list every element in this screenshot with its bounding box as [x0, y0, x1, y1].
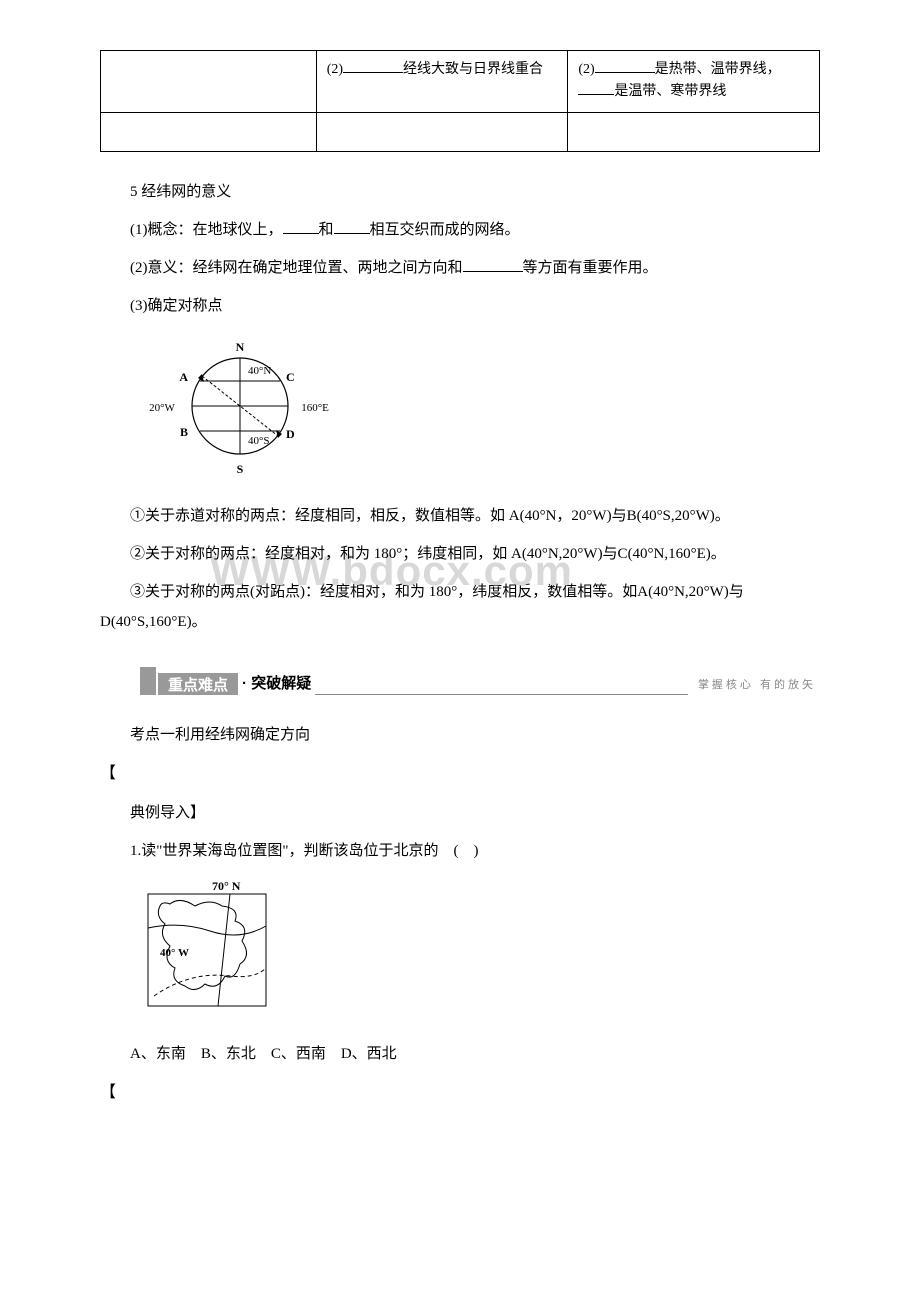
label-a: A: [179, 370, 188, 384]
header-decor: [140, 667, 156, 695]
map-lat: 70° N: [212, 879, 241, 893]
text: 等方面有重要作用。: [523, 260, 658, 276]
question-text: 1.读"世界某海岛位置图"，判断该岛位于北京的 ( ): [100, 836, 820, 866]
label-d: D: [286, 427, 295, 441]
text: 和: [319, 222, 334, 238]
header-dark-label: 重点难点: [158, 673, 238, 695]
options-text: A、东南 B、东北 C、西南 D、西北: [100, 1039, 820, 1069]
lon-w: 20°W: [149, 402, 175, 414]
label-b: B: [180, 425, 188, 439]
bracket-open: 【: [100, 758, 820, 790]
table-cell: (2)是热带、温带界线，是温带、寒带界线: [568, 51, 820, 113]
label-n: N: [236, 340, 245, 354]
paragraph: ①关于赤道对称的两点：经度相同，相反，数值相等。如 A(40°N，20°W)与B…: [100, 501, 820, 531]
header-right-text: 掌握核心 有的放矢: [688, 676, 820, 695]
header-rest-label: · 突破解疑: [238, 672, 317, 695]
table-row: [101, 112, 820, 151]
table-cell: [101, 112, 317, 151]
table-cell: (2)经线大致与日界线重合: [316, 51, 568, 113]
paragraph: (2)意义：经纬网在确定地理位置、两地之间方向和 等方面有重要作用。: [100, 253, 820, 283]
exam-point-title: 考点一利用经纬网确定方向: [100, 720, 820, 750]
table-cell: [101, 51, 317, 113]
paragraph: ③关于对称的两点(对跖点)：经度相对，和为 180°，纬度相反，数值相等。如A(…: [100, 577, 820, 637]
text: (1)概念：在地球仪上，: [130, 222, 283, 238]
section-header: 重点难点 · 突破解疑 掌握核心 有的放矢: [140, 667, 820, 695]
island-map: 70° N 40° W: [140, 876, 820, 1021]
label-c: C: [286, 370, 295, 384]
example-label: 典例导入】: [100, 798, 820, 828]
text: 相互交织而成的网络。: [370, 222, 520, 238]
paragraph: (3)确定对称点: [100, 291, 820, 321]
lat-n: 40°N: [248, 365, 271, 377]
header-underline: [315, 673, 688, 695]
map-lon: 40° W: [160, 947, 189, 959]
section-title: 5 经纬网的意义: [100, 177, 820, 207]
table-cell: [316, 112, 568, 151]
lat-s: 40°S: [248, 435, 270, 447]
bracket-open: 【: [100, 1077, 820, 1109]
paragraph: (1)概念：在地球仪上， 和 相互交织而成的网络。: [100, 215, 820, 245]
symmetry-diagram: N S A B C D 40°N 40°S 20°W 160°E: [130, 331, 820, 486]
paragraph: ②关于对称的两点：经度相对，和为 180°；纬度相同，如 A(40°N,20°W…: [100, 539, 820, 569]
text: (2)意义：经纬网在确定地理位置、两地之间方向和: [130, 260, 463, 276]
lon-e: 160°E: [301, 402, 329, 414]
table-row: (2)经线大致与日界线重合 (2)是热带、温带界线，是温带、寒带界线: [101, 51, 820, 113]
table-cell: [568, 112, 820, 151]
label-s: S: [237, 462, 244, 476]
comparison-table: (2)经线大致与日界线重合 (2)是热带、温带界线，是温带、寒带界线: [100, 50, 820, 152]
